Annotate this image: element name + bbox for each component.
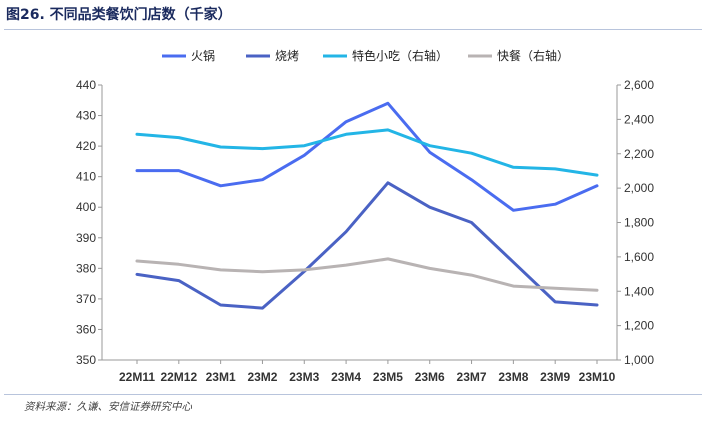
right-tick-label: 1,400 (624, 284, 654, 298)
right-tick-label: 1,000 (624, 353, 654, 367)
x-tick-label: 22M12 (160, 370, 197, 384)
x-tick-label: 23M1 (206, 370, 236, 384)
x-tick-label: 23M2 (247, 370, 277, 384)
left-tick-label: 350 (76, 353, 96, 367)
x-tick-label: 23M10 (579, 370, 616, 384)
title-divider (4, 29, 702, 30)
chart-legend: 火锅 烧烤 特色小吃（右轴） 快餐（右轴） (162, 48, 569, 63)
figure-title: 图26. 不同品类餐饮门店数（千家） (6, 7, 232, 23)
x-tick-label: 23M8 (498, 370, 528, 384)
right-tick-label: 2,200 (624, 147, 654, 161)
left-tick-label: 430 (76, 109, 96, 123)
right-tick-label: 2,600 (624, 78, 654, 92)
x-tick-label: 23M3 (289, 370, 319, 384)
x-tick-label: 22M11 (119, 370, 155, 384)
series-line-2 (135, 181, 599, 310)
legend-label-1: 火锅 (191, 48, 215, 63)
left-tick-label: 380 (76, 261, 96, 275)
right-tick-label: 2,000 (624, 181, 654, 195)
source-divider (4, 394, 702, 395)
legend-label-4: 快餐（右轴） (497, 48, 569, 63)
right-tick-label: 2,400 (624, 112, 654, 126)
right-tick-label: 1,200 (624, 319, 654, 333)
left-tick-label: 440 (76, 78, 96, 92)
chart-series (135, 101, 599, 310)
source-note: 资料来源：久谦、安信证券研究中心 (24, 401, 192, 413)
left-tick-label: 360 (76, 322, 96, 336)
x-tick-label: 23M4 (331, 370, 361, 384)
right-tick-label: 1,800 (624, 216, 654, 230)
legend-label-2: 烧烤 (275, 48, 299, 63)
series-line-3 (135, 128, 599, 177)
left-tick-label: 390 (76, 231, 96, 245)
x-tick-label: 23M5 (373, 370, 403, 384)
series-line-4 (135, 257, 599, 292)
left-tick-label: 370 (76, 292, 96, 306)
series-line-1 (135, 101, 599, 212)
x-tick-label: 23M7 (457, 370, 487, 384)
right-tick-label: 1,600 (624, 250, 654, 264)
left-tick-label: 410 (76, 170, 96, 184)
left-tick-label: 400 (76, 200, 96, 214)
x-tick-label: 23M6 (415, 370, 445, 384)
chart-axes: 440 430 420 410 400 390 380 370 360 350 2,600 2,400… (76, 78, 654, 384)
left-tick-label: 420 (76, 139, 96, 153)
legend-label-3: 特色小吃（右轴） (352, 48, 448, 63)
x-tick-label: 23M9 (540, 370, 570, 384)
